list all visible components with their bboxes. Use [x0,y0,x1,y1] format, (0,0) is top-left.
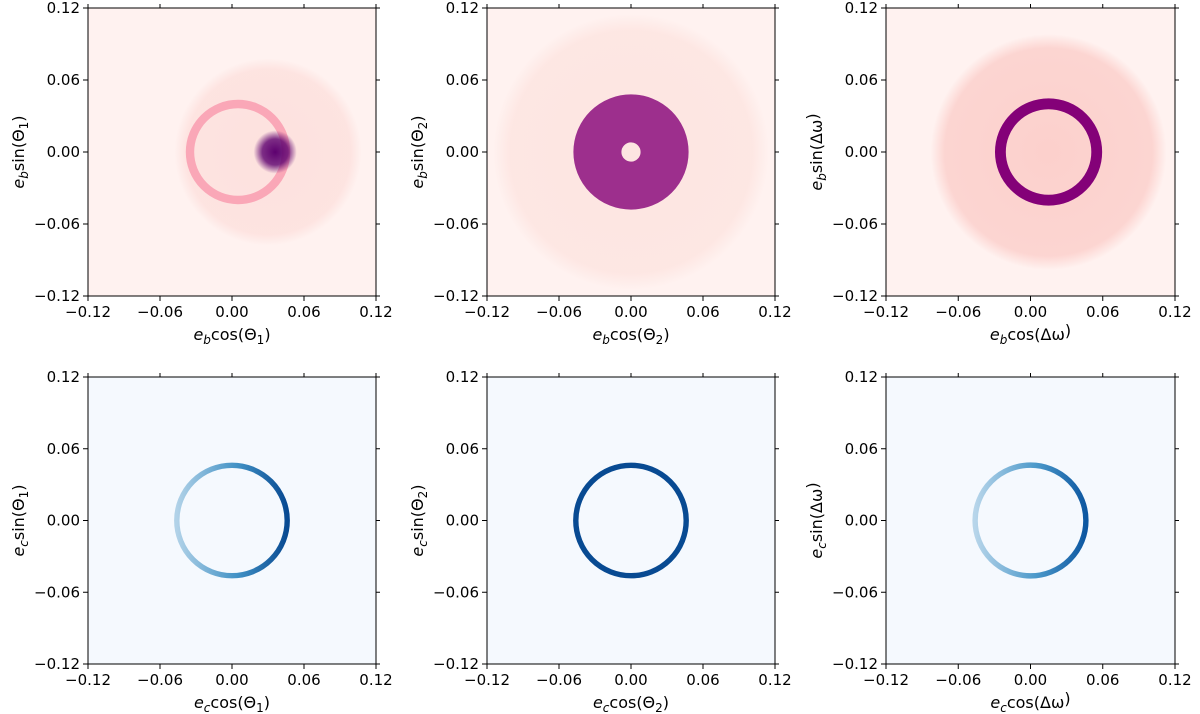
density-ring [573,94,689,210]
y-tick-label: 0.06 [47,71,80,89]
x-tick-label: 0.12 [359,671,392,689]
x-tick-label: −0.06 [536,671,582,689]
panel-bottom-left: −0.12−0.12 −0.06 −0.06 0.00 0.00 0.06 0.06 0.12… [9,368,393,714]
y-tick-label: 0.00 [845,143,878,161]
x-tick-label: 0.00 [614,303,647,321]
panel-top-left: −0.12−0.12 −0.06 −0.06 0.00 0.00 0.06 0.06 0.12… [9,0,393,347]
x-tick-label: 0.12 [758,671,791,689]
y-tick-label: −0.12 [832,287,878,305]
x-tick-label: −0.06 [137,303,183,321]
x-tick-label: −0.12 [65,671,111,689]
y-tick-label: 0.12 [47,0,80,17]
panel-top-middle: −0.12−0.12 −0.06 −0.06 0.00 0.00 0.06 0.06 0.12… [408,0,792,347]
x-tick-label: −0.06 [536,303,582,321]
y-tick-label: 0.00 [47,512,80,530]
y-axis-label: ebsin(Θ1) [9,115,31,188]
y-axis-label: ecsin(Δω) [803,482,829,558]
x-tick-label: 0.12 [758,303,791,321]
y-tick-label: 0.00 [446,512,479,530]
x-tick-label: 0.00 [1014,303,1047,321]
x-tick-label: 0.06 [1086,671,1119,689]
x-tick-label: 0.12 [359,303,392,321]
y-tick-label: −0.12 [34,287,80,305]
x-tick-label: −0.12 [65,303,111,321]
panel-bottom-right: −0.12−0.12 −0.06 −0.06 0.00 0.00 0.06 0.06 0.12… [803,368,1192,714]
heatmap-background [487,377,775,664]
x-tick-label: 0.12 [1158,303,1191,321]
y-tick-label: −0.06 [433,215,479,233]
x-tick-label: 0.00 [215,303,248,321]
y-tick-label: 0.06 [845,71,878,89]
x-tick-label: −0.12 [464,671,510,689]
y-tick-label: 0.00 [845,512,878,530]
y-axis-label: ebsin(Δω) [803,113,829,190]
x-tick-label: 0.06 [686,303,719,321]
density-disk [493,14,769,290]
density-ring [972,462,1089,579]
y-axis-label: ecsin(Θ1) [9,484,31,556]
y-tick-label: −0.12 [34,655,80,673]
y-tick-label: 0.12 [446,368,479,386]
y-tick-label: 0.06 [845,440,878,458]
x-tick-label: 0.06 [686,671,719,689]
density-ring [573,462,689,579]
x-axis-label: ebcos(Θ1) [193,325,270,347]
x-tick-label: −0.12 [863,303,909,321]
x-axis-label: eccos(Θ2) [593,693,669,714]
x-tick-label: 0.06 [287,303,320,321]
y-tick-label: 0.00 [446,143,479,161]
heatmap-background [886,377,1175,664]
y-tick-label: −0.06 [34,583,80,601]
x-tick-label: −0.12 [863,671,909,689]
y-tick-label: −0.12 [832,655,878,673]
panel-top-right: −0.12−0.12 −0.06 −0.06 0.00 0.00 0.06 0.06 0.12… [803,0,1192,347]
x-tick-label: 0.00 [215,671,248,689]
y-tick-label: −0.06 [832,215,878,233]
panel-bottom-middle: −0.12−0.12 −0.06 −0.06 0.00 0.00 0.06 0.06 0.12… [408,368,792,714]
x-axis-label: eccos(Θ1) [194,693,270,714]
y-axis-label: ecsin(Θ2) [408,484,430,556]
y-tick-label: −0.06 [433,583,479,601]
y-tick-label: 0.06 [446,440,479,458]
y-tick-label: 0.12 [47,368,80,386]
x-tick-label: −0.06 [137,671,183,689]
x-tick-label: −0.12 [464,303,510,321]
y-axis-label: ebsin(Θ2) [408,115,430,188]
y-tick-label: −0.06 [34,215,80,233]
y-tick-label: 0.12 [845,368,878,386]
heatmap-background [88,377,376,664]
x-tick-label: 0.00 [614,671,647,689]
x-tick-label: −0.06 [935,671,981,689]
y-tick-label: 0.06 [47,440,80,458]
y-tick-label: 0.12 [845,0,878,17]
x-tick-label: 0.06 [1086,303,1119,321]
density-blob [253,130,297,174]
x-axis-label: ebcos(Δω) [990,321,1071,347]
x-tick-label: 0.12 [1158,671,1191,689]
y-tick-label: −0.12 [433,287,479,305]
density-disk [930,33,1167,271]
y-tick-label: −0.06 [832,583,878,601]
y-tick-label: 0.00 [47,143,80,161]
x-tick-label: 0.06 [287,671,320,689]
density-ring [994,98,1103,206]
density-ring [174,462,290,579]
x-tick-label: −0.06 [935,303,981,321]
x-tick-label: 0.00 [1014,671,1047,689]
x-axis-label: eccos(Δω) [990,689,1070,714]
x-axis-label: ebcos(Θ2) [592,325,669,347]
y-tick-label: −0.12 [433,655,479,673]
y-tick-label: 0.12 [446,0,479,17]
y-tick-label: 0.06 [446,71,479,89]
